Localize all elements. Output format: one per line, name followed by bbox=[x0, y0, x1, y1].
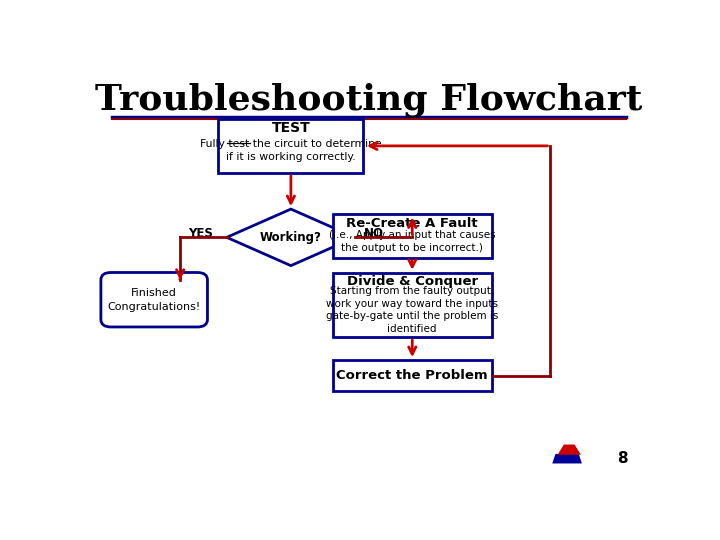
FancyBboxPatch shape bbox=[101, 273, 207, 327]
Text: YES: YES bbox=[188, 227, 213, 240]
Text: Finished
Congratulations!: Finished Congratulations! bbox=[107, 288, 201, 312]
Text: Starting from the faulty output,
work your way toward the inputs
gate-by-gate un: Starting from the faulty output, work yo… bbox=[326, 286, 498, 334]
Text: (i.e., Apply an input that causes
the output to be incorrect.): (i.e., Apply an input that causes the ou… bbox=[329, 230, 495, 253]
Text: Correct the Problem: Correct the Problem bbox=[336, 369, 488, 382]
Text: NO: NO bbox=[364, 227, 384, 240]
Bar bbox=[333, 273, 492, 337]
Polygon shape bbox=[557, 444, 581, 455]
Text: Working?: Working? bbox=[260, 231, 322, 244]
Bar bbox=[333, 360, 492, 391]
Polygon shape bbox=[227, 209, 355, 266]
Text: Troubleshooting Flowchart: Troubleshooting Flowchart bbox=[95, 83, 643, 117]
Text: Fully test the circuit to determine
if it is working correctly.: Fully test the circuit to determine if i… bbox=[200, 139, 382, 162]
Bar bbox=[218, 119, 364, 173]
Text: Re-Create A Fault: Re-Create A Fault bbox=[346, 217, 478, 230]
Bar bbox=[333, 214, 492, 258]
Text: Divide & Conquer: Divide & Conquer bbox=[347, 275, 478, 288]
Text: 8: 8 bbox=[618, 451, 629, 467]
Text: TEST: TEST bbox=[271, 121, 310, 135]
Polygon shape bbox=[552, 454, 582, 463]
